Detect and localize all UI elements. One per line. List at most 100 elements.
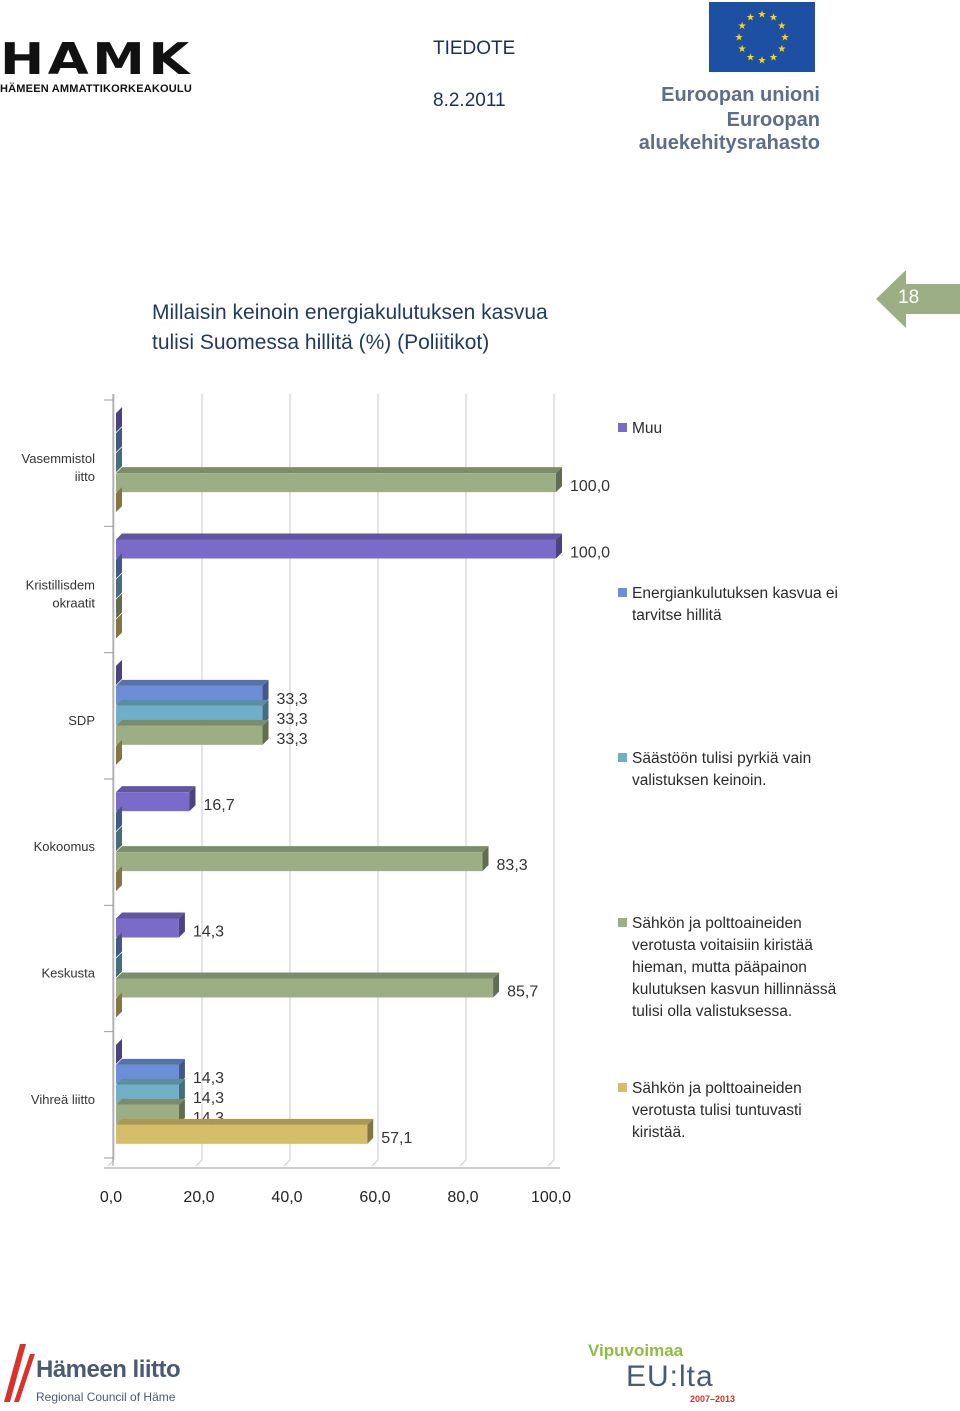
eu-star-icon: ★ [769,13,778,24]
bar-side [116,613,122,639]
eu-star-icon: ★ [781,33,790,44]
bar-side [116,806,122,832]
bar-side [556,533,562,559]
eu-star-icon: ★ [746,52,755,63]
x-tick-label: 20,0 [183,1189,214,1206]
bar-3 [116,952,122,978]
bar-side [116,593,122,619]
program-years: 2007–2013 [690,1394,736,1404]
bar-side [116,992,122,1018]
bar-5 [116,1118,374,1144]
document-type: TIEDOTE [433,38,516,59]
bar-side [116,952,122,978]
bar-side [116,427,122,453]
bar-5 [116,739,122,765]
bar-1 [116,786,196,812]
bar-1 [116,533,562,559]
data-label: 33,3 [277,711,308,728]
bar-1 [116,1038,122,1064]
bar-5 [116,613,122,639]
legend-label-line: hieman, mutta pääpainon [632,959,807,976]
bar-side [116,866,122,892]
category-label-line: okraatit [52,596,95,611]
bar-side [116,1038,122,1064]
bar-2 [116,427,122,453]
bar-top [116,1098,185,1105]
x-tick-label: 60,0 [359,1189,390,1206]
bar-side [116,826,122,852]
eu-star-icon: ★ [777,44,786,55]
bar-1 [116,407,122,433]
data-label: 16,7 [203,797,234,814]
bar-side [116,932,122,958]
hamk-logo-wordmark: HAMK [0,34,193,85]
bar-side [116,659,122,685]
bar-2 [116,806,122,832]
legend-label-line: tarvitse hillitä [632,607,722,624]
legend-label-line: Sähkön ja polttoaineiden [632,915,802,932]
bar-5 [116,866,122,892]
bar-top [116,972,500,979]
eu-star-icon: ★ [738,21,747,32]
bar-3 [116,447,122,473]
category-label-line: SDP [68,713,95,728]
bar-side [262,699,269,725]
bar-side [116,407,122,433]
bar-side [178,912,185,938]
legend-label-line: Energiankulutuksen kasvua ei [632,585,838,602]
bar-front [116,978,494,998]
x-tick-label: 80,0 [447,1189,478,1206]
gridline-floor [371,1159,379,1167]
bar-side [178,1058,185,1084]
bar-3 [116,826,122,852]
legend-label-line: verotusta tulisi tuntuvasti [632,1102,802,1119]
gridline-floor [195,1159,203,1167]
bar-top [116,786,196,793]
bar-top [116,679,269,686]
page-number-badge [876,270,960,328]
bar-side [482,846,489,872]
bar-4 [116,467,562,493]
bar-chart: Vasemmistol iitto Kristillisdem okraatit SDP… [22,394,610,1206]
eu-fund-label: Euroopan aluekehitysrahasto [638,109,820,154]
vipuvoimaa-label: Vipuvoimaa [588,1341,684,1360]
eu-star-icon: ★ [738,44,747,55]
data-label: 100,0 [570,545,610,562]
eu-star-icon: ★ [769,52,778,63]
data-label: 85,7 [507,984,538,1001]
data-label: 14,3 [193,1090,224,1107]
bar-5 [116,992,122,1018]
x-tick-label: 100,0 [531,1189,571,1206]
eu-union-label: Euroopan unioni [661,84,820,106]
legend-label-line: Sähkön ja polttoaineiden [632,1080,802,1097]
bar-top [116,912,185,919]
legend-label-line: verotusta voitaisiin kiristää [632,937,813,954]
bar-top [116,1058,185,1065]
eu-lta-label: EU:lta [626,1360,714,1393]
chart-title-line-2: tulisi Suomessa hillitä (%) (Poliitikot) [152,331,490,354]
bar-side [116,447,122,473]
bar-front [116,852,483,872]
bar-5 [116,487,122,513]
legend-label-line: kiristää. [632,1124,686,1141]
legend-label: Muu [632,418,862,440]
eu-star-icon: ★ [758,10,767,21]
data-label: 100,0 [570,478,610,495]
legend-swatch [618,918,627,927]
bar-front [116,1124,368,1144]
category-label-line: iitto [75,469,95,484]
legend-label-line: valistuksen keinoin. [632,772,767,789]
hameen-liitto-subtitle: Regional Council of Häme [36,1390,176,1404]
bar-side [178,1078,185,1104]
bar-side [189,786,196,812]
x-tick-label: 40,0 [271,1189,302,1206]
category-label: Vasemmistol iitto [22,451,96,484]
category-label-line: Vihreä liitto [31,1092,95,1107]
bar-2 [116,932,122,958]
bar-4 [116,846,489,872]
legend-swatch [618,423,627,432]
bar-1 [116,659,122,685]
bar-4 [116,719,269,745]
bar-2 [116,553,122,579]
legend-label-line: tulisi olla valistuksessa. [632,1003,793,1020]
